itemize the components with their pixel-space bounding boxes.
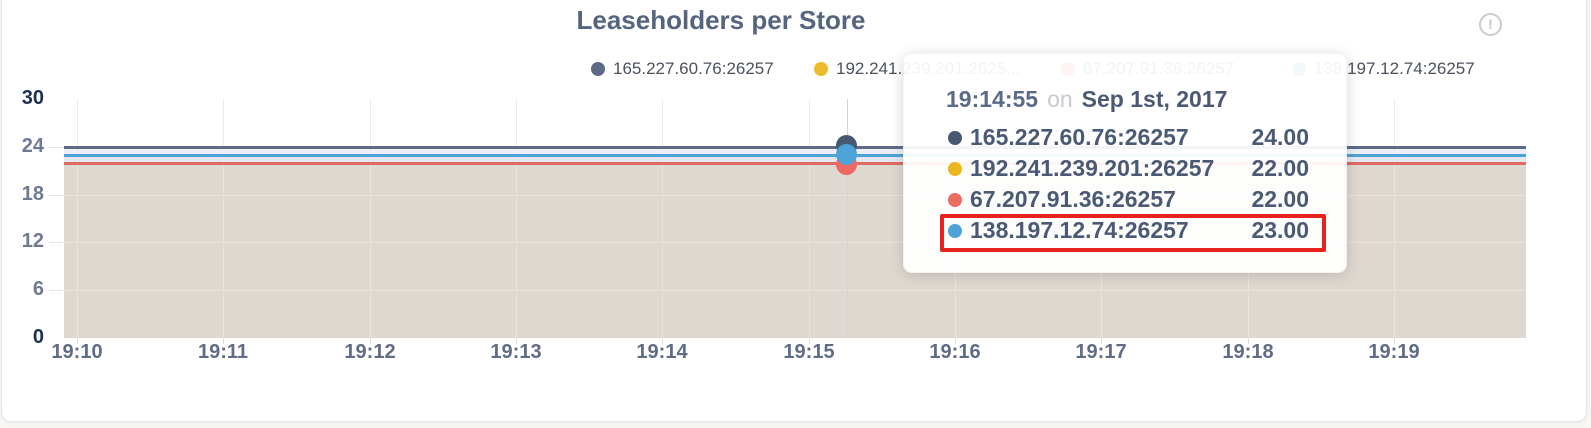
hover-point-blue — [836, 144, 857, 165]
y-tick-mark — [49, 195, 63, 196]
series-dot-icon — [948, 224, 962, 238]
x-tick-label: 19:14 — [636, 341, 688, 363]
tooltip-date: Sep 1st, 2017 — [1081, 86, 1228, 112]
x-tick-mark — [77, 338, 78, 344]
x-tick-label: 19:13 — [490, 341, 542, 363]
tooltip-row-highlighted: 138.197.12.74:26257 23.00 — [904, 215, 1346, 246]
x-tick-label: 19:18 — [1222, 341, 1274, 363]
tooltip-row: 67.207.91.36:26257 22.00 — [904, 184, 1346, 215]
series-dot-icon — [591, 62, 605, 76]
y-tick-label: 30 — [21, 87, 44, 109]
tooltip-series-name: 138.197.12.74:26257 — [970, 217, 1189, 243]
x-tick-mark — [662, 338, 663, 344]
y-tick-label: 12 — [21, 230, 44, 252]
x-tick-mark — [1101, 338, 1102, 344]
x-tick-label: 19:11 — [197, 341, 249, 363]
x-tick-label: 19:17 — [1075, 341, 1127, 363]
tooltip-series-value: 22.00 — [1251, 186, 1309, 212]
y-tick-mark — [49, 242, 63, 243]
chart-title: Leaseholders per Store — [576, 5, 866, 35]
legend-item[interactable]: 165.227.60.76:26257 — [591, 59, 774, 79]
series-dot-icon — [948, 131, 962, 145]
legend-label: 165.227.60.76:26257 — [613, 59, 774, 78]
x-tick-mark — [1394, 338, 1395, 344]
hover-tooltip: 19:14:55 on Sep 1st, 2017 165.227.60.76:26… — [903, 53, 1347, 273]
tooltip-series-name: 67.207.91.36:26257 — [970, 186, 1176, 212]
tooltip-time: 19:14:55 — [946, 86, 1039, 112]
tooltip-row: 192.241.239.201:26257 22.00 — [904, 153, 1346, 184]
tooltip-series-name: 192.241.239.201:26257 — [970, 155, 1215, 181]
x-tick-label: 19:15 — [783, 341, 835, 363]
x-tick-mark — [955, 338, 956, 344]
y-tick-label: 18 — [21, 183, 44, 205]
y-tick-label: 24 — [21, 135, 44, 157]
series-dot-icon — [948, 162, 962, 176]
hover-guideline — [847, 99, 848, 338]
x-tick-mark — [516, 338, 517, 344]
tooltip-series-value: 22.00 — [1251, 155, 1309, 181]
y-tick-mark — [49, 147, 63, 148]
series-dot-icon — [948, 193, 962, 207]
series-line-67-207-91-36 — [64, 161, 1526, 165]
tooltip-series-value: 24.00 — [1251, 124, 1309, 150]
x-tick-mark — [1248, 338, 1249, 344]
x-tick-mark — [370, 338, 371, 344]
x-tick-label: 19:19 — [1368, 341, 1420, 363]
series-line-165-227-60-76 — [64, 145, 1526, 149]
y-tick-mark — [49, 290, 63, 291]
area-band-23-22 — [64, 155, 1526, 163]
highlight-annotation-box — [940, 214, 1326, 252]
alert-icon[interactable]: ! — [1479, 13, 1502, 36]
tooltip-row: 165.227.60.76:26257 24.00 — [904, 122, 1346, 153]
area-band-24-23 — [64, 147, 1526, 155]
series-dot-icon — [814, 62, 828, 76]
x-tick-label: 19:12 — [344, 341, 396, 363]
tooltip-series-name: 165.227.60.76:26257 — [970, 124, 1189, 150]
y-tick-label: 6 — [32, 278, 44, 300]
y-tick-label: 0 — [32, 326, 44, 348]
x-tick-label: 19:16 — [929, 341, 981, 363]
series-line-138-197-12-74 — [64, 153, 1526, 157]
tooltip-timestamp: 19:14:55 on Sep 1st, 2017 — [946, 86, 1227, 113]
tooltip-series-value: 23.00 — [1251, 217, 1309, 243]
x-tick-mark — [809, 338, 810, 344]
legend-label: 138.197.12.74:26257 — [1314, 59, 1475, 78]
x-tick-label: 19:10 — [51, 341, 103, 363]
x-tick-mark — [223, 338, 224, 344]
tooltip-on-word: on — [1047, 86, 1073, 112]
